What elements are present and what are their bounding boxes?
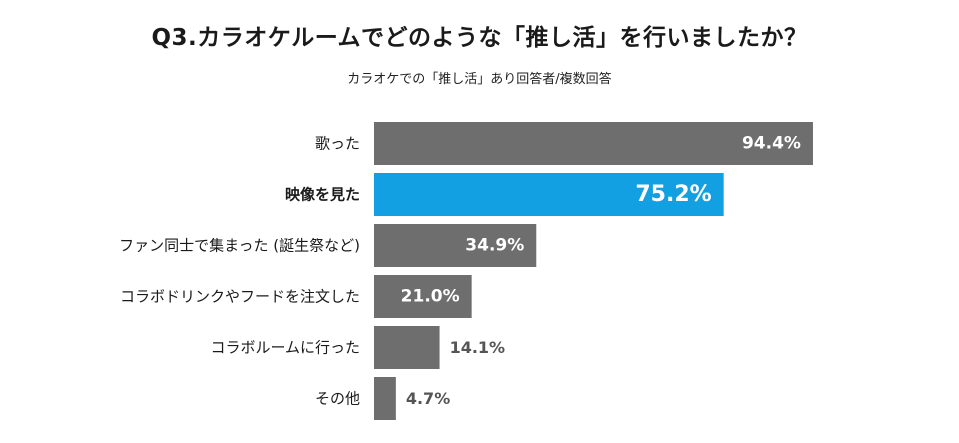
bar [374,377,396,420]
bar [374,122,813,165]
category-label: 映像を見た [285,186,360,204]
category-label: その他 [315,390,360,408]
value-label: 4.7% [406,389,450,408]
category-label: コラボルームに行った [210,339,360,357]
bar [374,173,724,216]
bar [374,224,537,267]
value-label: 14.1% [450,338,506,357]
value-label: 34.9% [465,236,524,256]
chart-title: Q3.カラオケルームでどのような「推し活」を行いましたか？ [151,25,808,51]
category-label: ファン同士で集まった (誕生祭など) [119,237,360,255]
value-label: 75.2% [635,182,711,207]
category-label: 歌った [315,135,360,153]
bar [374,275,472,318]
chart-subtitle: カラオケでの「推し活」あり回答者/複数回答 [347,72,612,87]
value-label: 94.4% [742,134,801,154]
category-label: コラボドリンクやフードを注文した [120,288,360,306]
bar [374,326,440,369]
value-label: 21.0% [401,287,460,307]
